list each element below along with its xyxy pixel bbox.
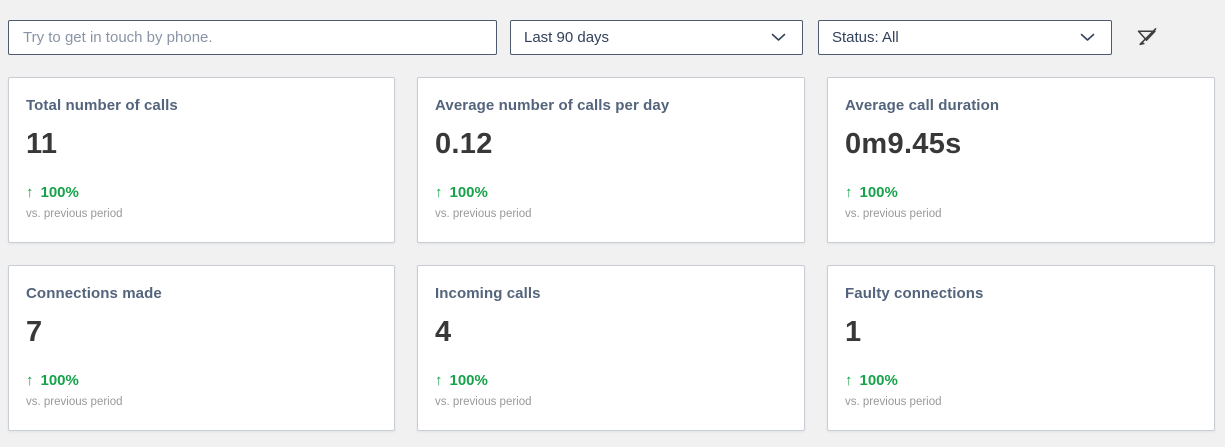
card-value: 0m9.45s	[845, 128, 962, 160]
card-value: 0.12	[435, 128, 493, 160]
card-change: ↑ 100%	[435, 184, 788, 201]
search-input[interactable]	[8, 20, 497, 55]
status-value: Status: All	[832, 29, 899, 46]
card-title: Average number of calls per day	[435, 97, 670, 114]
card-value: 7	[26, 316, 43, 348]
card-faulty-connections: Faulty connections 1 ↑ 100% vs. previous…	[827, 265, 1215, 431]
status-select[interactable]: Status: All	[818, 20, 1112, 55]
card-title: Incoming calls	[435, 285, 541, 302]
card-change: ↑ 100%	[26, 184, 378, 201]
card-connections-made: Connections made 7 ↑ 100% vs. previous p…	[8, 265, 395, 431]
change-percent: 100%	[40, 184, 79, 201]
card-value: 4	[435, 316, 452, 348]
card-title: Faulty connections	[845, 285, 984, 302]
trend-up-arrow-icon: ↑	[845, 372, 853, 389]
date-range-value: Last 90 days	[524, 29, 610, 46]
card-total-number-of-calls: Total number of calls 11 ↑ 100% vs. prev…	[8, 77, 395, 243]
trend-up-arrow-icon: ↑	[26, 372, 34, 389]
card-title: Connections made	[26, 285, 162, 302]
clear-filters-button[interactable]	[1129, 21, 1163, 55]
trend-up-arrow-icon: ↑	[26, 184, 34, 201]
change-percent: 100%	[40, 372, 79, 389]
change-percent: 100%	[449, 184, 488, 201]
card-change: ↑ 100%	[845, 372, 1198, 389]
card-title: Average call duration	[845, 97, 1000, 114]
card-comparison: vs. previous period	[435, 208, 532, 220]
card-comparison: vs. previous period	[845, 396, 942, 408]
card-comparison: vs. previous period	[26, 208, 123, 220]
card-incoming-calls: Incoming calls 4 ↑ 100% vs. previous per…	[417, 265, 805, 431]
date-range-select[interactable]: Last 90 days	[510, 20, 803, 55]
card-value: 11	[26, 128, 58, 160]
card-change: ↑ 100%	[845, 184, 1198, 201]
card-comparison: vs. previous period	[845, 208, 942, 220]
change-percent: 100%	[859, 372, 898, 389]
chevron-down-icon	[771, 33, 786, 41]
filters-toolbar: Last 90 days Status: All	[8, 20, 1215, 55]
card-title: Total number of calls	[26, 97, 178, 114]
chevron-down-icon	[1080, 33, 1095, 41]
trend-up-arrow-icon: ↑	[845, 184, 853, 201]
change-percent: 100%	[449, 372, 488, 389]
card-comparison: vs. previous period	[435, 396, 532, 408]
stat-cards-grid: Total number of calls 11 ↑ 100% vs. prev…	[8, 77, 1215, 431]
card-change: ↑ 100%	[435, 372, 788, 389]
trend-up-arrow-icon: ↑	[435, 184, 443, 201]
filter-off-icon	[1137, 28, 1156, 46]
card-value: 1	[845, 316, 862, 348]
trend-up-arrow-icon: ↑	[435, 372, 443, 389]
card-average-call-duration: Average call duration 0m9.45s ↑ 100% vs.…	[827, 77, 1215, 243]
card-change: ↑ 100%	[26, 372, 378, 389]
card-average-calls-per-day: Average number of calls per day 0.12 ↑ 1…	[417, 77, 805, 243]
change-percent: 100%	[859, 184, 898, 201]
card-comparison: vs. previous period	[26, 396, 123, 408]
